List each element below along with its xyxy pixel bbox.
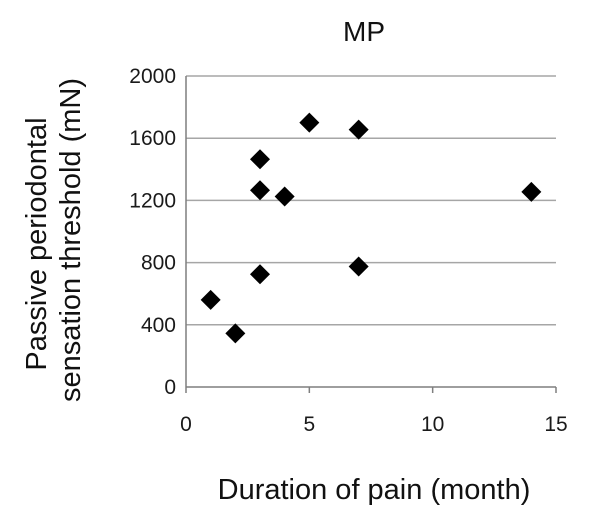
data-point-3 xyxy=(250,180,270,201)
y-tick-label: 0 xyxy=(164,376,176,399)
data-point-7 xyxy=(348,119,369,140)
x-tick-label: 10 xyxy=(421,413,444,436)
data-point-5 xyxy=(274,186,295,207)
x-axis-title: Duration of pain (month) xyxy=(218,474,531,506)
chart-title: MP xyxy=(343,16,385,47)
data-point-9 xyxy=(521,181,542,202)
data-point-8 xyxy=(348,256,369,277)
data-point-1 xyxy=(225,323,246,344)
data-point-6 xyxy=(299,112,320,133)
y-tick-label: 1600 xyxy=(129,127,176,150)
data-point-4 xyxy=(250,264,270,285)
x-tick-label: 15 xyxy=(544,413,567,436)
x-tick-label: 0 xyxy=(180,413,192,436)
data-points xyxy=(200,112,542,344)
data-point-2 xyxy=(250,149,270,170)
y-tick-label: 800 xyxy=(141,252,176,275)
gridlines xyxy=(186,75,556,326)
y-axis-title: Passive periodontal sensation threshold … xyxy=(21,78,87,402)
x-tick-labels: 0 5 10 15 xyxy=(180,413,568,436)
y-axis-title-line-1: Passive periodontal xyxy=(21,117,53,370)
y-axis-title-line-2: sensation threshold (mN) xyxy=(55,78,87,402)
y-tick-labels: 0 400 800 1200 1600 2000 xyxy=(129,65,176,399)
axes xyxy=(185,76,557,393)
x-tick-label: 5 xyxy=(303,413,315,436)
data-point-0 xyxy=(200,289,221,310)
y-tick-label: 1200 xyxy=(129,189,176,212)
y-tick-label: 400 xyxy=(141,314,176,337)
y-tick-label: 2000 xyxy=(129,65,176,88)
